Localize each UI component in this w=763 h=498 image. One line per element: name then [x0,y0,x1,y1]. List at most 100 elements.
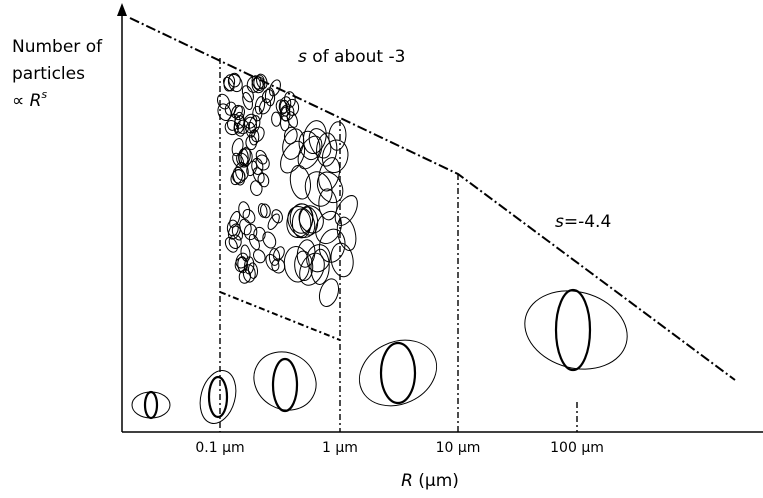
aggregate-particle [242,264,256,283]
aggregate-particle [258,98,272,115]
aggregate-particle [334,195,358,226]
annotation-text: of about -3 [307,47,406,67]
x-tick-label: 10 μm [436,440,481,456]
aggregate-particle [233,115,245,134]
aggregate-particle [296,239,316,268]
aggregate-particle [238,201,251,219]
annotation-text: =-4.4 [564,212,611,232]
aggregate-particle [316,132,338,167]
aggregate-particle [304,171,333,207]
aggregate-particle [318,278,340,307]
particle-ring [379,341,417,405]
aggregate-particle [294,250,314,281]
aggregate-particle [262,231,277,249]
aggregate-particle [254,96,266,115]
aggregate-particle [273,246,285,261]
aggregate-particle [217,103,232,122]
aggregate-particle [284,91,296,108]
aggregate-particle [229,210,241,228]
aggregate-particle [318,157,341,192]
distribution-line [129,17,736,381]
unit: (μm) [413,471,459,491]
aggregate-particle [231,104,243,119]
aggregate-particle [275,99,288,115]
aggregate-particle [242,209,256,224]
aggregate-particle [291,208,312,239]
aggregate-particle [243,223,258,241]
aggregate-particle [243,113,258,129]
aggregate-particle [244,256,255,275]
aggregate-particle [245,135,258,151]
aggregate-particle [255,149,268,165]
aggregate-particle [269,79,281,97]
aggregate-particle [257,203,268,218]
aggregate-particle [298,130,321,161]
aggregate-particle [232,152,245,168]
aggregate-particle [227,223,241,240]
aggregate-particle [265,253,280,272]
aggregate-particle [238,148,253,167]
aggregate-particle [283,126,298,145]
aggregate-particle [268,248,281,266]
y-label-line3: ∝ Rs [12,88,47,111]
aggregate-particle [321,139,349,174]
aggregate-particle [287,206,316,238]
aggregate-particle [255,154,270,171]
y-label-line2: particles [12,64,85,84]
aggregate-particle [310,248,330,285]
y-label-line1: Number of [12,37,103,57]
x-tick-label: 100 μm [550,440,604,456]
aggregate-particle [245,121,256,138]
symbol: s [555,212,564,232]
aggregate-particle [253,74,265,90]
aggregate-particle [330,242,354,278]
symbol: s [298,47,307,67]
aggregate-particle [297,135,323,170]
aggregate-particle [247,262,259,279]
particle-ring [143,390,159,420]
aggregate-boundary [219,291,341,341]
x-axis-label: R (μm) [401,471,459,491]
aggregate-particle [289,164,311,200]
symbol: R [30,91,42,111]
aggregate-particle [298,205,324,234]
aggregate-particle [271,111,282,127]
proportional: ∝ [12,91,30,111]
aggregate-particle [256,73,268,90]
aggregate-particle [302,120,327,155]
aggregate-particle [231,137,244,157]
aggregate-particle [306,244,331,273]
aggregate-particle [280,140,306,174]
aggregate-particle [278,96,292,114]
aggregate-particle [242,91,253,111]
annotation: s=-4.4 [555,212,611,232]
aggregate-particle [336,216,357,251]
aggregate-particle [318,188,338,221]
aggregate-particle [299,252,325,286]
particles [131,288,628,424]
particle [199,370,237,424]
aggregate-particle [250,180,263,196]
aggregate-particle [267,213,280,230]
particle-ring [271,357,299,413]
aggregate-particle [318,228,346,263]
aggregate-particle [253,226,266,242]
aggregate-particle [228,234,242,249]
aggregates [216,72,358,307]
aggregate-particle [252,167,265,184]
aggregate-particle [299,206,319,236]
aggregate-particle [224,101,237,116]
particle [358,339,438,407]
aggregate-particle [251,75,264,91]
aggregate-particle [280,106,291,122]
aggregate-particle [222,76,235,92]
aggregate-particle [316,171,344,204]
x-tick-label: 1 μm [322,440,358,456]
y-axis-arrow [117,3,127,16]
x-tick-label: 0.1 μm [195,440,244,456]
aggregate-particle [224,236,238,253]
aggregate-particle [246,76,261,93]
particle [524,290,628,370]
